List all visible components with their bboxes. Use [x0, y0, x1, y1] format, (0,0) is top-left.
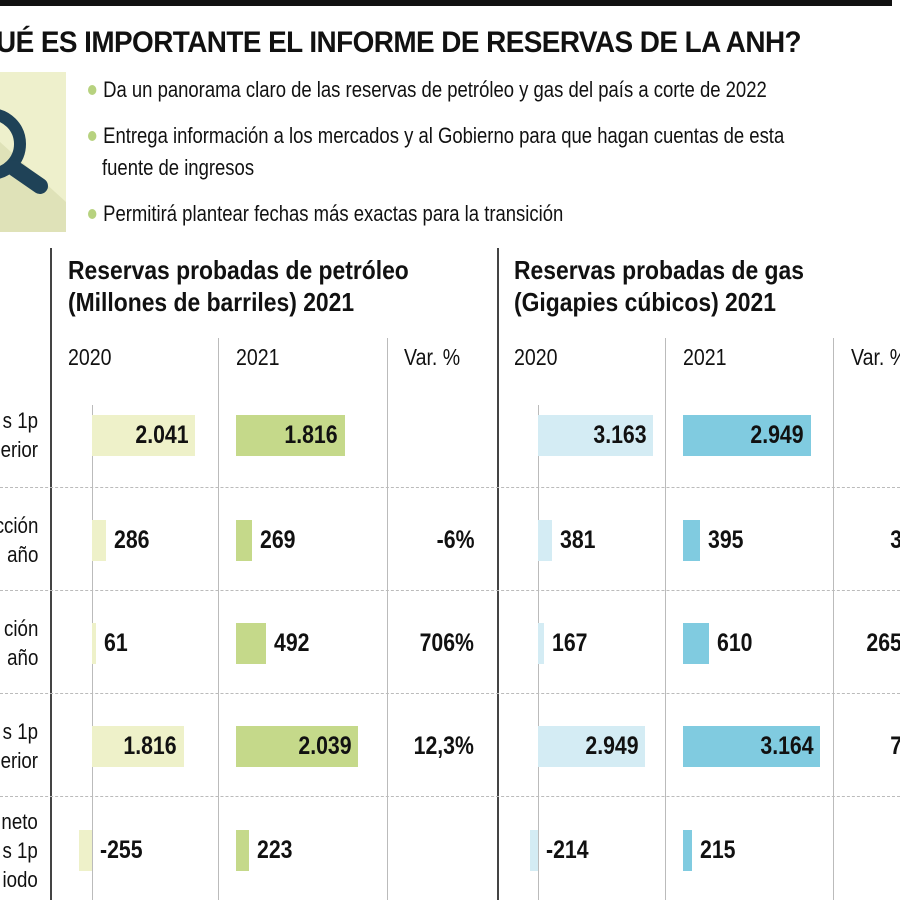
- bullet-dot: [88, 85, 97, 95]
- oil-2021-bar: [236, 415, 345, 456]
- oil-col-2020: 2020: [68, 344, 112, 370]
- bullet-text: Permitirá plantear fechas más exactas pa…: [103, 201, 564, 226]
- oil-2020-value-label: 2.041: [134, 421, 189, 449]
- oil-2021-value-label: 223: [257, 836, 293, 864]
- row-separator: [0, 590, 900, 591]
- oil-2021-bar: [236, 623, 266, 664]
- oil-2020-bar: [92, 520, 107, 561]
- row-label-line: s 1p: [2, 837, 39, 863]
- row-label-line: s 1p: [2, 408, 38, 433]
- gas-2021-value-label: 215: [700, 836, 736, 864]
- oil-2021-value-label: 1.816: [284, 421, 338, 449]
- row-label: s 1p erior: [1, 406, 38, 464]
- gas-2020-bar: [538, 726, 646, 767]
- oil-section-title: Reservas probadas de petróleo (Millones d…: [68, 254, 409, 318]
- gas-2020-value-label: 381: [559, 526, 596, 554]
- column-divider: [50, 248, 52, 900]
- oil-subtitle: (Millones de barriles) 2021: [68, 287, 355, 317]
- oil-2021-bar: [236, 830, 250, 871]
- gas-title: Reservas probadas de gas: [514, 255, 804, 285]
- row-label-line: s 1p: [2, 719, 38, 744]
- row-label-line: año: [6, 645, 38, 670]
- gas-2020-value-label: 2.949: [585, 732, 639, 760]
- variation-value: 706%: [419, 629, 474, 657]
- row-label-line: año: [6, 542, 39, 567]
- column-divider: [497, 248, 499, 900]
- variation-value: 12,3%: [413, 732, 474, 760]
- gas-col-2020: 2020: [514, 344, 558, 370]
- variation-value: 265,2: [866, 629, 900, 657]
- oil-col-var: Var. %: [404, 344, 461, 370]
- top-rule: [0, 0, 892, 6]
- gas-2020-value-label: 167: [552, 629, 588, 657]
- bullet-dot: [88, 209, 97, 219]
- row-label-line: iodo: [2, 866, 39, 892]
- oil-2020-bar: [92, 623, 96, 664]
- bullet-item-continued: fuente de ingresos: [102, 152, 254, 183]
- gas-col-var: Var. %: [851, 344, 900, 370]
- row-label-line: ción: [3, 616, 38, 641]
- gas-col-2021: 2021: [683, 344, 727, 370]
- oil-2020-value-label: 286: [114, 526, 150, 554]
- row-label-line: erior: [0, 748, 38, 773]
- gas-2020-bar: [538, 520, 552, 561]
- row-label-line: neto: [1, 808, 38, 834]
- column-divider: [833, 338, 834, 900]
- gas-2021-bar: [683, 415, 811, 456]
- oil-2021-value-label: 2.039: [298, 732, 352, 760]
- gas-2020-bar: [538, 415, 654, 456]
- oil-col-2021: 2021: [236, 344, 280, 370]
- variation-value: 3,7: [890, 520, 900, 561]
- bullet-text: Da un panorama claro de las reservas de …: [103, 77, 767, 102]
- row-label: ción año: [4, 614, 38, 672]
- bullet-text: fuente de ingresos: [102, 155, 255, 180]
- bullet-item: Da un panorama claro de las reservas de …: [88, 74, 767, 105]
- gas-2021-value-label: 395: [708, 526, 744, 554]
- gas-subtitle: (Gigapies cúbicos) 2021: [514, 287, 776, 317]
- column-divider: [387, 338, 388, 900]
- row-separator: [0, 693, 900, 694]
- variation-value: 7,3: [890, 726, 900, 767]
- gas-2021-bar: [683, 623, 710, 664]
- gas-2021-bar: [683, 520, 701, 561]
- bullet-dot: [88, 131, 97, 141]
- row-label-line: erior: [0, 437, 38, 462]
- oil-2020-bar: [92, 726, 184, 767]
- bullet-item: Entrega información a los mercados y al …: [88, 120, 784, 151]
- gas-2021-bar: [683, 726, 821, 767]
- row-label: cción año: [0, 511, 38, 569]
- oil-2021-bar: [236, 726, 359, 767]
- column-divider: [665, 338, 666, 900]
- row-label-line: cción: [0, 513, 39, 538]
- row-label: neto s 1p iodo: [2, 807, 38, 894]
- gas-2021-bar: [683, 830, 693, 871]
- column-divider: [218, 338, 219, 900]
- bullet-item: Permitirá plantear fechas más exactas pa…: [88, 198, 563, 229]
- bullet-text: Entrega información a los mercados y al …: [103, 123, 785, 148]
- oil-2021-bar: [236, 520, 253, 561]
- oil-2020-value-label: -255: [100, 836, 143, 864]
- gas-2020-bar: [538, 623, 545, 664]
- gas-2020-value-label: -214: [546, 836, 589, 864]
- variation-value: -6%: [436, 526, 474, 554]
- row-separator: [0, 796, 900, 797]
- oil-2020-value-label: 1.816: [123, 732, 177, 760]
- magnifier-icon: [0, 72, 66, 232]
- gas-section-title: Reservas probadas de gas (Gigapies cúbico…: [514, 254, 804, 318]
- oil-2020-bar: [92, 415, 196, 456]
- oil-title: Reservas probadas de petróleo: [68, 255, 409, 285]
- oil-2021-value-label: 269: [260, 526, 296, 554]
- gas-2021-value-label: 2.949: [750, 421, 804, 449]
- gas-2021-value-label: 610: [717, 629, 753, 657]
- oil-2020-value-label: 61: [104, 629, 128, 657]
- row-label: s 1p erior: [1, 717, 38, 775]
- gas-2020-value-label: 3.163: [592, 421, 647, 449]
- gas-2021-value-label: 3.164: [760, 732, 814, 760]
- page-title: UÉ ES IMPORTANTE EL INFORME DE RESERVAS …: [0, 26, 802, 59]
- oil-2021-value-label: 492: [273, 629, 309, 657]
- row-separator: [0, 487, 900, 488]
- gas-2020-bar: [530, 830, 538, 871]
- oil-2020-bar: [79, 830, 92, 871]
